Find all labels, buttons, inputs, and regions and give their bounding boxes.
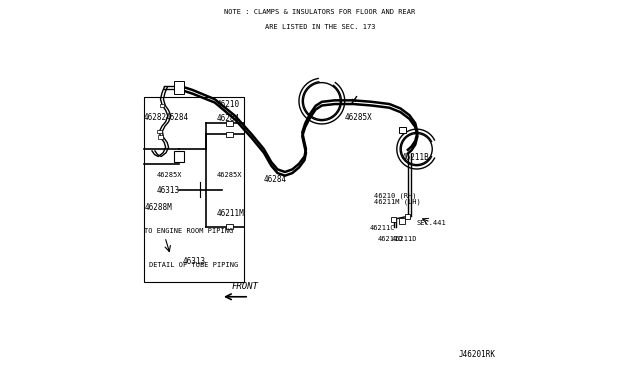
Text: 46282: 46282 xyxy=(143,113,166,122)
Text: 46211M: 46211M xyxy=(217,209,245,218)
Text: 46288M: 46288M xyxy=(145,203,172,212)
Bar xyxy=(226,224,232,229)
Text: NOTE : CLAMPS & INSULATORS FOR FLOOR AND REAR: NOTE : CLAMPS & INSULATORS FOR FLOOR AND… xyxy=(225,9,415,15)
Text: DETAIL OF TUBE PIPING: DETAIL OF TUBE PIPING xyxy=(148,262,238,268)
Text: TO ENGINE ROOM PIPING: TO ENGINE ROOM PIPING xyxy=(143,228,233,234)
Text: 46211D: 46211D xyxy=(392,235,417,242)
Text: FRONT: FRONT xyxy=(232,282,259,291)
Text: 46211B: 46211B xyxy=(402,153,429,162)
Text: 46284: 46284 xyxy=(166,113,189,122)
Bar xyxy=(157,129,162,133)
Text: SEC.441: SEC.441 xyxy=(417,220,447,226)
Text: 46210 (RH): 46210 (RH) xyxy=(374,192,416,199)
Text: 46285X: 46285X xyxy=(157,172,182,178)
Text: 46211D: 46211D xyxy=(377,235,403,242)
Bar xyxy=(399,127,406,133)
Bar xyxy=(158,135,163,139)
Bar xyxy=(399,218,404,224)
Text: 46211M (LH): 46211M (LH) xyxy=(374,199,420,205)
Text: 46284: 46284 xyxy=(217,114,240,124)
Bar xyxy=(160,104,164,108)
Bar xyxy=(405,214,410,219)
Text: 46210: 46210 xyxy=(217,100,240,109)
Text: 46313: 46313 xyxy=(182,257,206,266)
Text: J46201RK: J46201RK xyxy=(458,350,495,359)
Bar xyxy=(174,81,184,94)
Bar xyxy=(391,217,396,222)
Text: 46285X: 46285X xyxy=(345,113,373,122)
Bar xyxy=(143,97,244,282)
Bar xyxy=(226,132,232,137)
Text: ARE LISTED IN THE SEC. 173: ARE LISTED IN THE SEC. 173 xyxy=(265,24,375,30)
Text: 46284: 46284 xyxy=(264,175,287,184)
Bar xyxy=(226,121,232,126)
Text: 46285X: 46285X xyxy=(217,172,243,178)
Text: 46211C: 46211C xyxy=(370,225,396,231)
Text: 46313: 46313 xyxy=(157,186,180,195)
Bar xyxy=(174,151,184,162)
